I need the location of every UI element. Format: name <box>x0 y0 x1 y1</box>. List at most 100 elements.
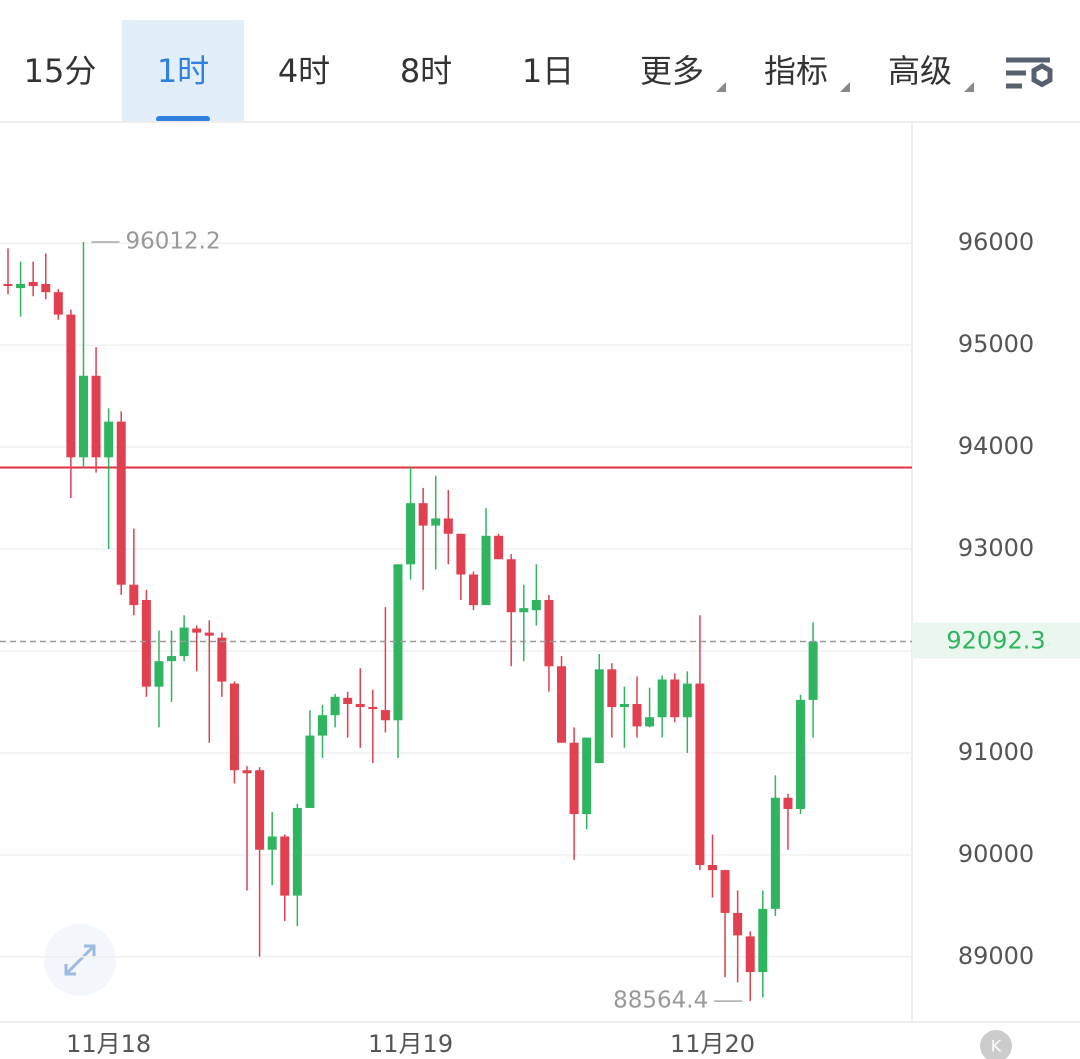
candle-body <box>406 503 416 565</box>
candle-body <box>16 284 26 289</box>
candle-body <box>380 710 390 721</box>
candle-body <box>318 715 327 736</box>
tab-label[interactable]: 指标 <box>764 52 828 90</box>
candle-body <box>770 797 780 909</box>
candle-body <box>569 742 579 815</box>
candle-body <box>557 666 567 743</box>
candle-body <box>468 574 478 606</box>
candle-body <box>582 737 592 815</box>
dropdown-arrow <box>716 82 726 92</box>
candle-body <box>519 608 529 613</box>
tab-bar: 15分 1时 4时 8时 1日 更多 指标 高级 <box>24 20 974 122</box>
candle-body <box>745 936 755 973</box>
tab-label[interactable]: 更多 <box>640 52 704 90</box>
candle-body <box>619 703 629 708</box>
tab-label[interactable]: 8时 <box>400 52 452 90</box>
last-price-label: 92092.3 <box>946 627 1045 655</box>
candle-body <box>255 770 265 850</box>
candle-body <box>355 703 365 708</box>
candle-body <box>632 703 642 727</box>
x-tick-label: 11月20 <box>670 1030 755 1058</box>
candle-body <box>229 683 239 771</box>
candle-body <box>733 912 743 936</box>
candle-body <box>481 535 491 606</box>
y-tick-label: 89000 <box>958 942 1034 970</box>
candle-body <box>154 661 164 687</box>
active-tab-bg <box>122 20 244 122</box>
candle-body <box>506 559 516 613</box>
high-label: 96012.2 <box>125 228 220 254</box>
active-tab-underline <box>156 116 210 122</box>
candle-body <box>443 518 453 534</box>
dropdown-arrow <box>964 82 974 92</box>
candle-body <box>393 564 403 721</box>
candle-body <box>531 600 541 611</box>
candle-body <box>28 281 38 287</box>
candle-body <box>594 669 604 764</box>
candle-body <box>305 735 315 808</box>
settings-icon[interactable] <box>1006 57 1053 89</box>
candle-body <box>494 535 504 560</box>
candle-body <box>343 697 353 704</box>
candle-body <box>267 836 277 850</box>
y-tick-label: 94000 <box>958 432 1034 460</box>
candle-body <box>141 600 151 687</box>
candle-body <box>192 628 202 633</box>
tab-label[interactable]: 15分 <box>24 52 97 90</box>
candle-body <box>544 600 554 667</box>
y-tick-label: 90000 <box>958 840 1034 868</box>
tab-label[interactable]: 高级 <box>888 52 952 90</box>
candle-body <box>682 683 692 718</box>
low-label: 88564.4 <box>613 988 708 1014</box>
candle-body <box>607 669 617 708</box>
candle-body <box>418 503 428 526</box>
candle-body <box>217 637 227 682</box>
candle-body <box>796 699 806 809</box>
y-tick-label: 95000 <box>958 330 1034 358</box>
candle-body <box>41 284 51 293</box>
candle-body <box>707 865 717 871</box>
x-tick-label: 11月19 <box>368 1030 453 1058</box>
last-price-tag <box>912 622 1080 659</box>
candle-body <box>66 314 76 458</box>
candle-body <box>129 584 139 606</box>
y-tick-label: 93000 <box>958 534 1034 562</box>
expand-button[interactable] <box>44 924 116 996</box>
candle-body <box>167 656 177 662</box>
candle-body <box>53 292 63 315</box>
tab-label[interactable]: 4时 <box>278 52 330 90</box>
candle-body <box>78 375 88 458</box>
candle-body <box>204 632 214 636</box>
x-tick-label: 11月18 <box>66 1030 151 1058</box>
candle-body <box>292 807 302 896</box>
candle-body <box>104 421 114 458</box>
candle-body <box>645 717 655 727</box>
candle-body <box>758 908 768 973</box>
candle-body <box>695 683 705 866</box>
candle-body <box>3 284 13 287</box>
candle-body <box>720 870 730 913</box>
tab-label[interactable]: 1时 <box>157 52 209 90</box>
candle-body <box>783 797 793 809</box>
y-tick-label: 96000 <box>958 228 1034 256</box>
candle-body <box>242 770 252 774</box>
candle-body <box>330 696 340 716</box>
y-tick-label: 91000 <box>958 738 1034 766</box>
logo: K <box>991 1037 1002 1056</box>
candle-body <box>368 707 378 710</box>
candle-body <box>670 679 680 718</box>
candle-body <box>91 375 101 458</box>
candle-body <box>808 641 818 700</box>
dropdown-arrow <box>840 82 850 92</box>
chart: 8900090000910009200093000940009500096000… <box>0 122 1080 1059</box>
candle-body <box>431 518 441 526</box>
candle-body <box>456 533 466 575</box>
tab-label[interactable]: 1日 <box>522 52 574 90</box>
candle-body <box>116 421 126 585</box>
candle-body <box>280 836 290 896</box>
logo-badge <box>980 1030 1012 1059</box>
candle-body <box>657 679 667 718</box>
